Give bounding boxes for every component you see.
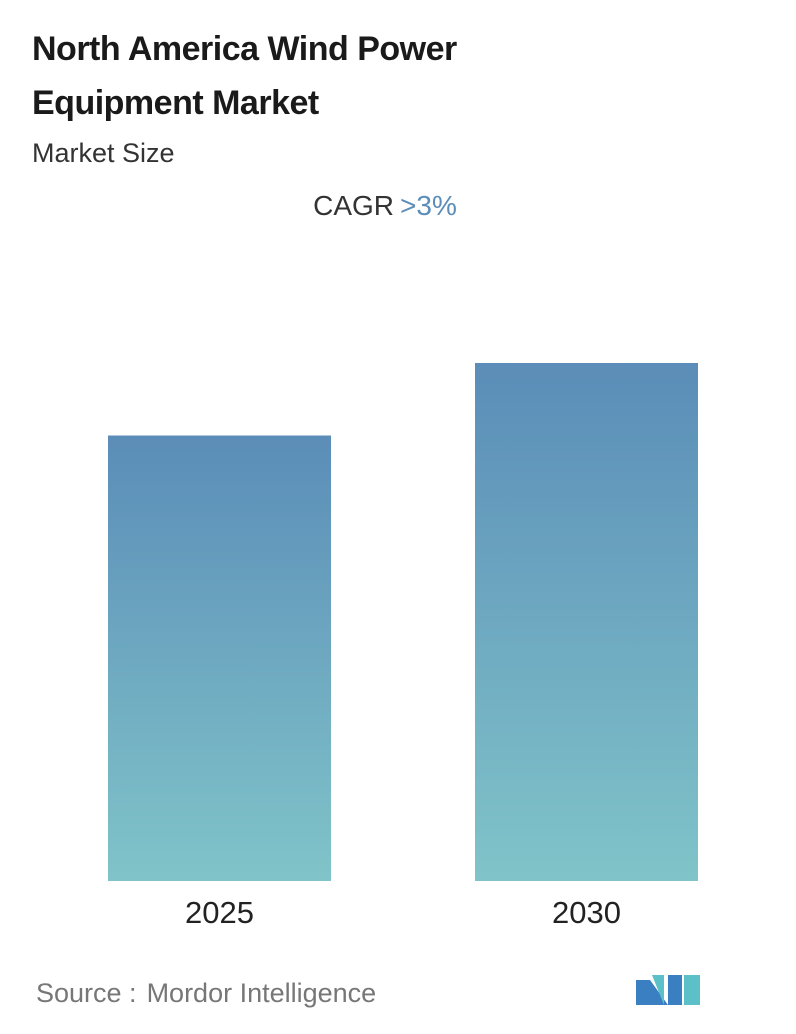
bar (475, 363, 698, 881)
source-name: Mordor Intelligence (146, 978, 377, 1008)
cagr-value: >3% (400, 190, 457, 221)
cagr-label: CAGR (313, 190, 395, 221)
source-label: Source : (36, 978, 137, 1008)
bar (108, 435, 331, 881)
source: Source : Mordor Intelligence (36, 978, 376, 1009)
x-tick-label: 2025 (185, 895, 254, 930)
chart-title: North America Wind Power Equipment Marke… (32, 30, 457, 122)
cagr: CAGR >3% (0, 190, 770, 222)
logo (636, 975, 700, 1005)
x-tick-label: 2030 (552, 895, 621, 930)
chart-subtitle: Market Size (32, 138, 175, 168)
